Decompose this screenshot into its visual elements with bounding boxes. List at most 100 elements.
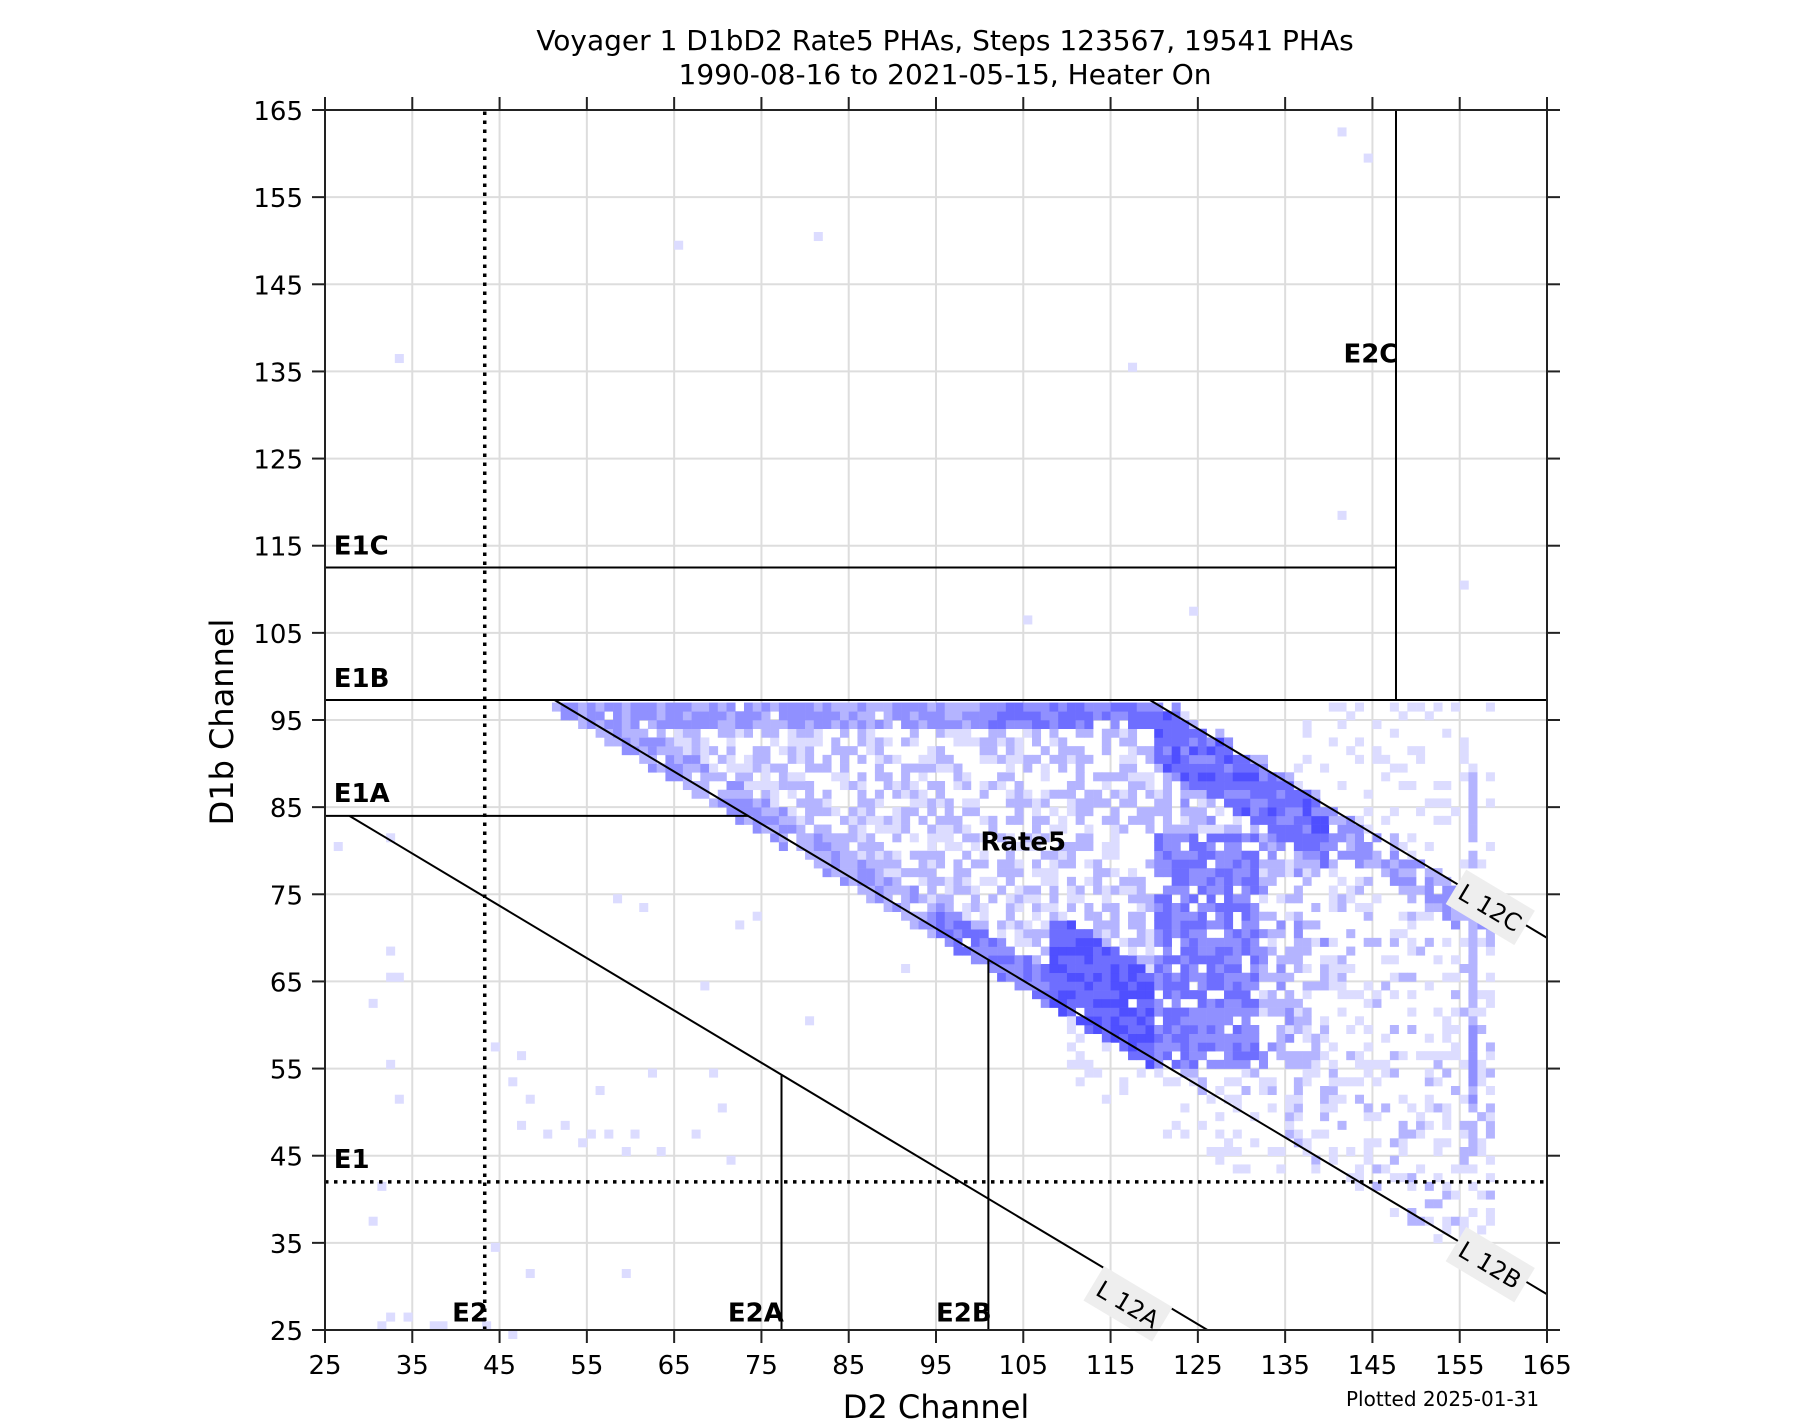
heatmap-cell — [883, 815, 893, 825]
heatmap-cell — [1154, 911, 1164, 921]
region-label-e2b: E2B — [936, 1298, 992, 1328]
heatmap-cell — [1468, 1129, 1478, 1139]
heatmap-cell — [1093, 946, 1103, 956]
heatmap-cell — [805, 798, 815, 808]
heatmap-cell — [1189, 1016, 1199, 1026]
heatmap-cell — [1162, 964, 1172, 974]
heatmap-cell — [1285, 772, 1295, 782]
heatmap-cell — [1180, 1033, 1190, 1043]
heatmap-cell — [1363, 1155, 1373, 1165]
heatmap-cell — [508, 1077, 518, 1087]
heatmap-cell — [1206, 789, 1216, 799]
heatmap-cell — [831, 833, 841, 843]
heatmap-cell — [1180, 859, 1190, 869]
heatmap-cell — [1101, 842, 1111, 852]
heatmap-cell — [726, 746, 736, 756]
heatmap-cell — [1232, 798, 1242, 808]
heatmap-cell — [1075, 981, 1085, 991]
heatmap-cell — [1267, 937, 1277, 947]
heatmap-cell — [1302, 1077, 1312, 1087]
heatmap-cell — [831, 868, 841, 878]
heatmap-cell — [1485, 1086, 1495, 1096]
heatmap-cell — [1154, 833, 1164, 843]
heatmap-cell — [1232, 1129, 1242, 1139]
heatmap-cell — [866, 807, 876, 817]
heatmap-cell — [883, 711, 893, 721]
heatmap-cell — [1171, 754, 1181, 764]
heatmap-cell — [1136, 1042, 1146, 1052]
x-tick-label: 95 — [919, 1351, 952, 1381]
heatmap-cell — [691, 763, 701, 773]
heatmap-cell — [848, 720, 858, 730]
heatmap-cell — [1459, 1147, 1469, 1157]
heatmap-cell — [1145, 859, 1155, 869]
heatmap-cell — [1014, 894, 1024, 904]
heatmap-cell — [1328, 1094, 1338, 1104]
heatmap-cell — [1328, 1068, 1338, 1078]
heatmap-cell — [1346, 894, 1356, 904]
heatmap-cell — [682, 781, 692, 791]
heatmap-cell — [936, 754, 946, 764]
heatmap-cell — [682, 763, 692, 773]
heatmap-cell — [1232, 894, 1242, 904]
heatmap-cell — [1136, 702, 1146, 712]
heatmap-cell — [1171, 911, 1181, 921]
heatmap-cell — [970, 920, 980, 930]
heatmap-cell — [1293, 1086, 1303, 1096]
heatmap-cell — [1206, 903, 1216, 913]
heatmap-cell — [1433, 1234, 1443, 1244]
heatmap-cell — [1066, 702, 1076, 712]
heatmap-cell — [909, 781, 919, 791]
heatmap-cell — [1293, 946, 1303, 956]
heatmap-cell — [1180, 807, 1190, 817]
heatmap-cell — [1381, 1103, 1391, 1113]
heatmap-cell — [1276, 920, 1286, 930]
heatmap-cell — [1407, 702, 1417, 712]
heatmap-cell — [1128, 815, 1138, 825]
heatmap-cell — [1311, 981, 1321, 991]
heatmap-cell — [1363, 1059, 1373, 1069]
heatmap-cell — [438, 1321, 448, 1331]
heatmap-cell — [997, 972, 1007, 982]
heatmap-cell — [1302, 798, 1312, 808]
heatmap-cell — [927, 807, 937, 817]
heatmap-cell — [770, 789, 780, 799]
heatmap-cell — [1485, 998, 1495, 1008]
heatmap-cell — [743, 728, 753, 738]
heatmap-cell — [1162, 781, 1172, 791]
heatmap-cell — [1197, 990, 1207, 1000]
heatmap-cell — [866, 702, 876, 712]
heatmap-cell — [953, 911, 963, 921]
heatmap-cell — [857, 789, 867, 799]
heatmap-cell — [1354, 754, 1364, 764]
heatmap-cell — [1040, 850, 1050, 860]
heatmap-cell — [1197, 1042, 1207, 1052]
heatmap-cell — [1468, 972, 1478, 982]
heatmap-cell — [578, 702, 588, 712]
heatmap-cell — [1197, 1077, 1207, 1087]
heatmap-cell — [1224, 1077, 1234, 1087]
heatmap-cell — [1119, 998, 1129, 1008]
heatmap-cell — [1066, 946, 1076, 956]
heatmap-cell — [1128, 720, 1138, 730]
heatmap-cell — [1293, 842, 1303, 852]
heatmap-cell — [1433, 1007, 1443, 1017]
heatmap-cell — [560, 1120, 570, 1130]
heatmap-cell — [1197, 1025, 1207, 1035]
heatmap-cell — [1381, 1059, 1391, 1069]
heatmap-cell — [1154, 998, 1164, 1008]
heatmap-cell — [1293, 763, 1303, 773]
heatmap-cell — [1424, 1216, 1434, 1226]
heatmap-cell — [927, 798, 937, 808]
heatmap-cell — [1049, 946, 1059, 956]
heatmap-cell — [1171, 885, 1181, 895]
heatmap-cell — [1206, 754, 1216, 764]
heatmap-cell — [1162, 955, 1172, 965]
heatmap-cell — [1442, 1103, 1452, 1113]
heatmap-cell — [1180, 815, 1190, 825]
heatmap-cell — [1328, 1103, 1338, 1113]
heatmap-cell — [1302, 850, 1312, 860]
heatmap-cell — [1241, 929, 1251, 939]
heatmap-cell — [1093, 1068, 1103, 1078]
heatmap-cell — [1250, 885, 1260, 895]
